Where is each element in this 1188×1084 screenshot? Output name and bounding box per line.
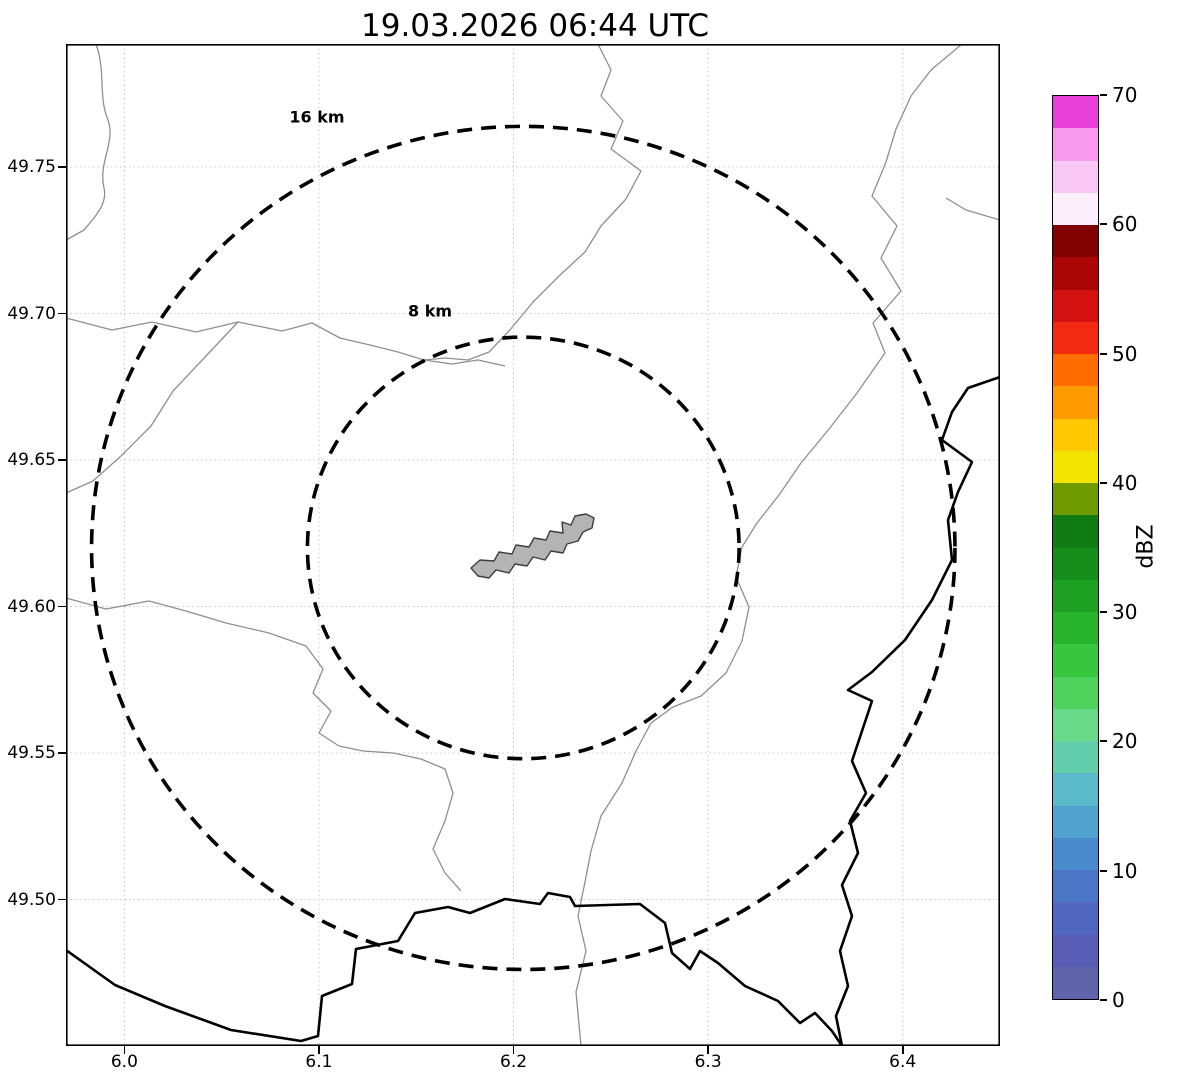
colorbar-segment-18 — [1053, 386, 1098, 419]
colorbar-segment-0 — [1053, 966, 1098, 999]
colorbar-segment-23 — [1053, 225, 1098, 258]
plot-border — [66, 44, 1000, 1046]
y-tick-label: 49.55 — [7, 743, 56, 764]
boundary-line — [885, 44, 963, 163]
country-border-east — [834, 375, 1000, 1046]
range-ring-16km — [89, 124, 957, 972]
boundary-line — [945, 197, 1000, 221]
boundary-line — [66, 44, 111, 241]
x-tick-label: 6.4 — [889, 1052, 917, 1072]
range-ring-label-8km: 8 km — [407, 301, 453, 321]
x-tick-mark — [901, 1046, 904, 1054]
colorbar-segment-2 — [1053, 902, 1098, 935]
colorbar-segment-8 — [1053, 708, 1098, 741]
boundary-line — [423, 44, 642, 361]
colorbar-tick-mark — [1100, 223, 1107, 226]
boundary-line — [66, 317, 506, 367]
colorbar-segment-10 — [1053, 644, 1098, 677]
gridlines-layer — [66, 44, 1000, 1046]
x-tick-label: 6.2 — [500, 1052, 528, 1072]
y-tick-label: 49.70 — [7, 303, 56, 324]
range-ring-8km — [305, 335, 741, 761]
colorbar-segment-13 — [1053, 547, 1098, 580]
colorbar-tick-label: 40 — [1112, 470, 1138, 495]
y-tick-label: 49.60 — [7, 596, 56, 617]
colorbar-tick-label: 20 — [1112, 729, 1138, 754]
x-tick-label: 6.3 — [694, 1052, 722, 1072]
colorbar-tick-mark — [1100, 481, 1107, 484]
colorbar-segment-3 — [1053, 870, 1098, 903]
colorbar-segment-27 — [1053, 96, 1098, 129]
colorbar — [1052, 95, 1099, 1000]
colorbar-segment-7 — [1053, 741, 1098, 774]
colorbar-tick-label: 10 — [1112, 858, 1138, 883]
colorbar-segments — [1053, 96, 1098, 999]
x-tick-mark — [707, 1046, 709, 1054]
y-tick-mark — [58, 312, 66, 315]
colorbar-tick-mark — [1100, 999, 1107, 1001]
x-tick-label: 6.1 — [305, 1052, 333, 1072]
colorbar-segment-20 — [1053, 321, 1098, 354]
range-rings-layer — [89, 124, 957, 972]
boundary-line — [66, 321, 239, 494]
colorbar-segment-11 — [1053, 612, 1098, 645]
x-tick-mark — [318, 1046, 320, 1054]
colorbar-segment-25 — [1053, 160, 1098, 193]
colorbar-tick-mark — [1100, 611, 1107, 614]
y-tick-mark — [58, 752, 66, 754]
colorbar-segment-26 — [1053, 128, 1098, 161]
colorbar-segment-9 — [1053, 676, 1098, 709]
country-border-south — [66, 891, 844, 1046]
colorbar-segment-17 — [1053, 418, 1098, 451]
colorbar-segment-24 — [1053, 192, 1098, 225]
country-border-layer — [66, 375, 1000, 1046]
colorbar-segment-5 — [1053, 805, 1098, 838]
colorbar-tick-label: 70 — [1112, 83, 1138, 107]
x-tick-mark — [512, 1046, 515, 1054]
boundary-line — [66, 597, 462, 892]
colorbar-segment-21 — [1053, 289, 1098, 322]
colorbar-tick-mark — [1100, 94, 1107, 96]
colorbar-segment-12 — [1053, 579, 1098, 612]
colorbar-tick-mark — [1100, 352, 1107, 355]
colorbar-tick-mark — [1100, 869, 1107, 872]
map-plot — [66, 44, 1000, 1046]
y-tick-mark — [58, 459, 66, 461]
colorbar-tick-label: 30 — [1112, 600, 1138, 625]
colorbar-segment-4 — [1053, 837, 1098, 870]
y-tick-mark — [58, 166, 66, 168]
colorbar-segment-19 — [1053, 354, 1098, 387]
y-tick-label: 49.50 — [7, 889, 56, 910]
colorbar-segment-1 — [1053, 934, 1098, 967]
y-tick-label: 49.65 — [7, 450, 56, 471]
map-svg — [66, 44, 1000, 1046]
colorbar-segment-6 — [1053, 773, 1098, 806]
colorbar-tick-label: 50 — [1112, 341, 1138, 366]
colorbar-tick-mark — [1100, 740, 1107, 743]
figure-title: 19.03.2026 06:44 UTC — [361, 8, 709, 44]
colorbar-label: dBZ — [1133, 524, 1159, 569]
city-polygon — [470, 513, 595, 579]
x-tick-label: 6.0 — [110, 1052, 138, 1072]
range-ring-label-16km: 16 km — [289, 107, 345, 127]
colorbar-segment-16 — [1053, 450, 1098, 483]
y-tick-mark — [58, 898, 66, 901]
colorbar-segment-15 — [1053, 483, 1098, 516]
y-tick-mark — [58, 605, 66, 608]
colorbar-tick-label: 0 — [1112, 988, 1125, 1012]
y-tick-label: 49.75 — [7, 157, 56, 178]
colorbar-segment-14 — [1053, 515, 1098, 548]
x-tick-mark — [123, 1046, 126, 1054]
colorbar-tick-label: 60 — [1112, 212, 1138, 237]
colorbar-segment-22 — [1053, 257, 1098, 290]
